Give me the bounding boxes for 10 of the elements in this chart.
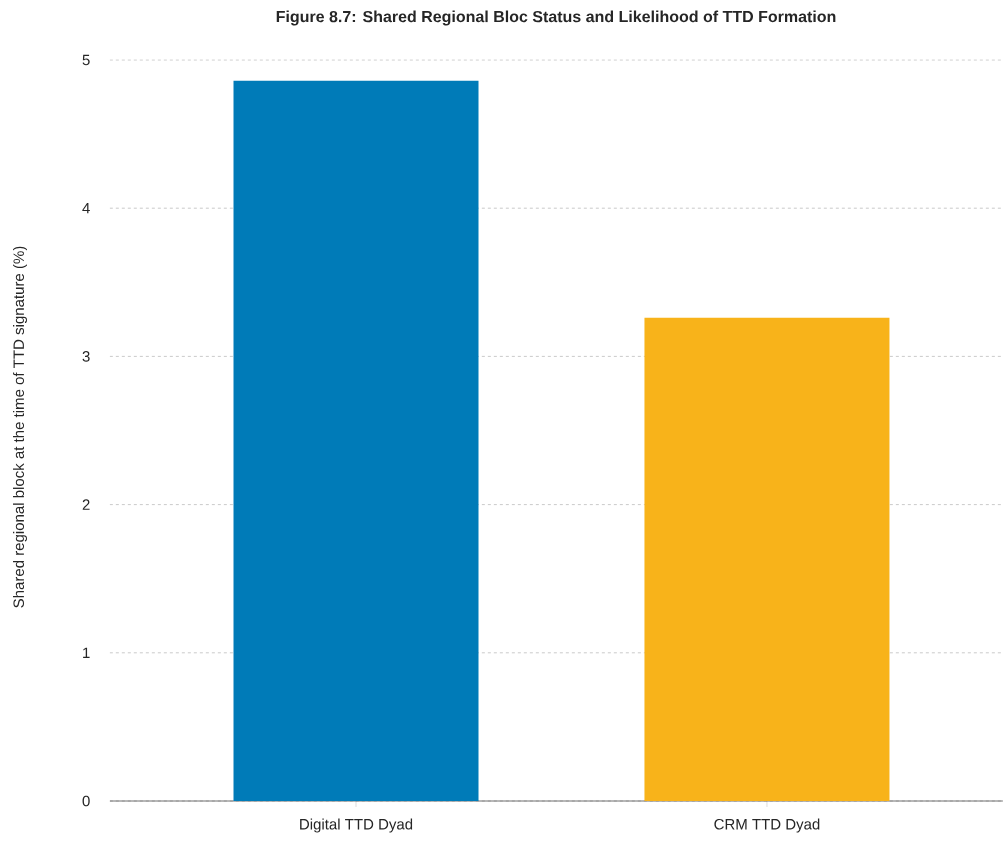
x-tick-label: Digital TTD Dyad bbox=[300, 818, 413, 833]
y-tick-label: 4 bbox=[82, 203, 90, 214]
y-tick-label: 2 bbox=[82, 499, 90, 510]
y-tick-label: 1 bbox=[83, 647, 90, 658]
x-tick-label: CRM TTD Dyad bbox=[714, 818, 820, 833]
y-tick-label: 0 bbox=[82, 795, 90, 807]
y-axis-title: Shared regional block at the time of TTD signature (%) bbox=[13, 246, 27, 608]
chart-title: Figure 8.7: Shared Regional Bloc Status and Likelihood of TTD Formation bbox=[276, 10, 836, 26]
y-tick-label: 5 bbox=[82, 54, 90, 66]
y-tick-label: 3 bbox=[82, 351, 90, 362]
